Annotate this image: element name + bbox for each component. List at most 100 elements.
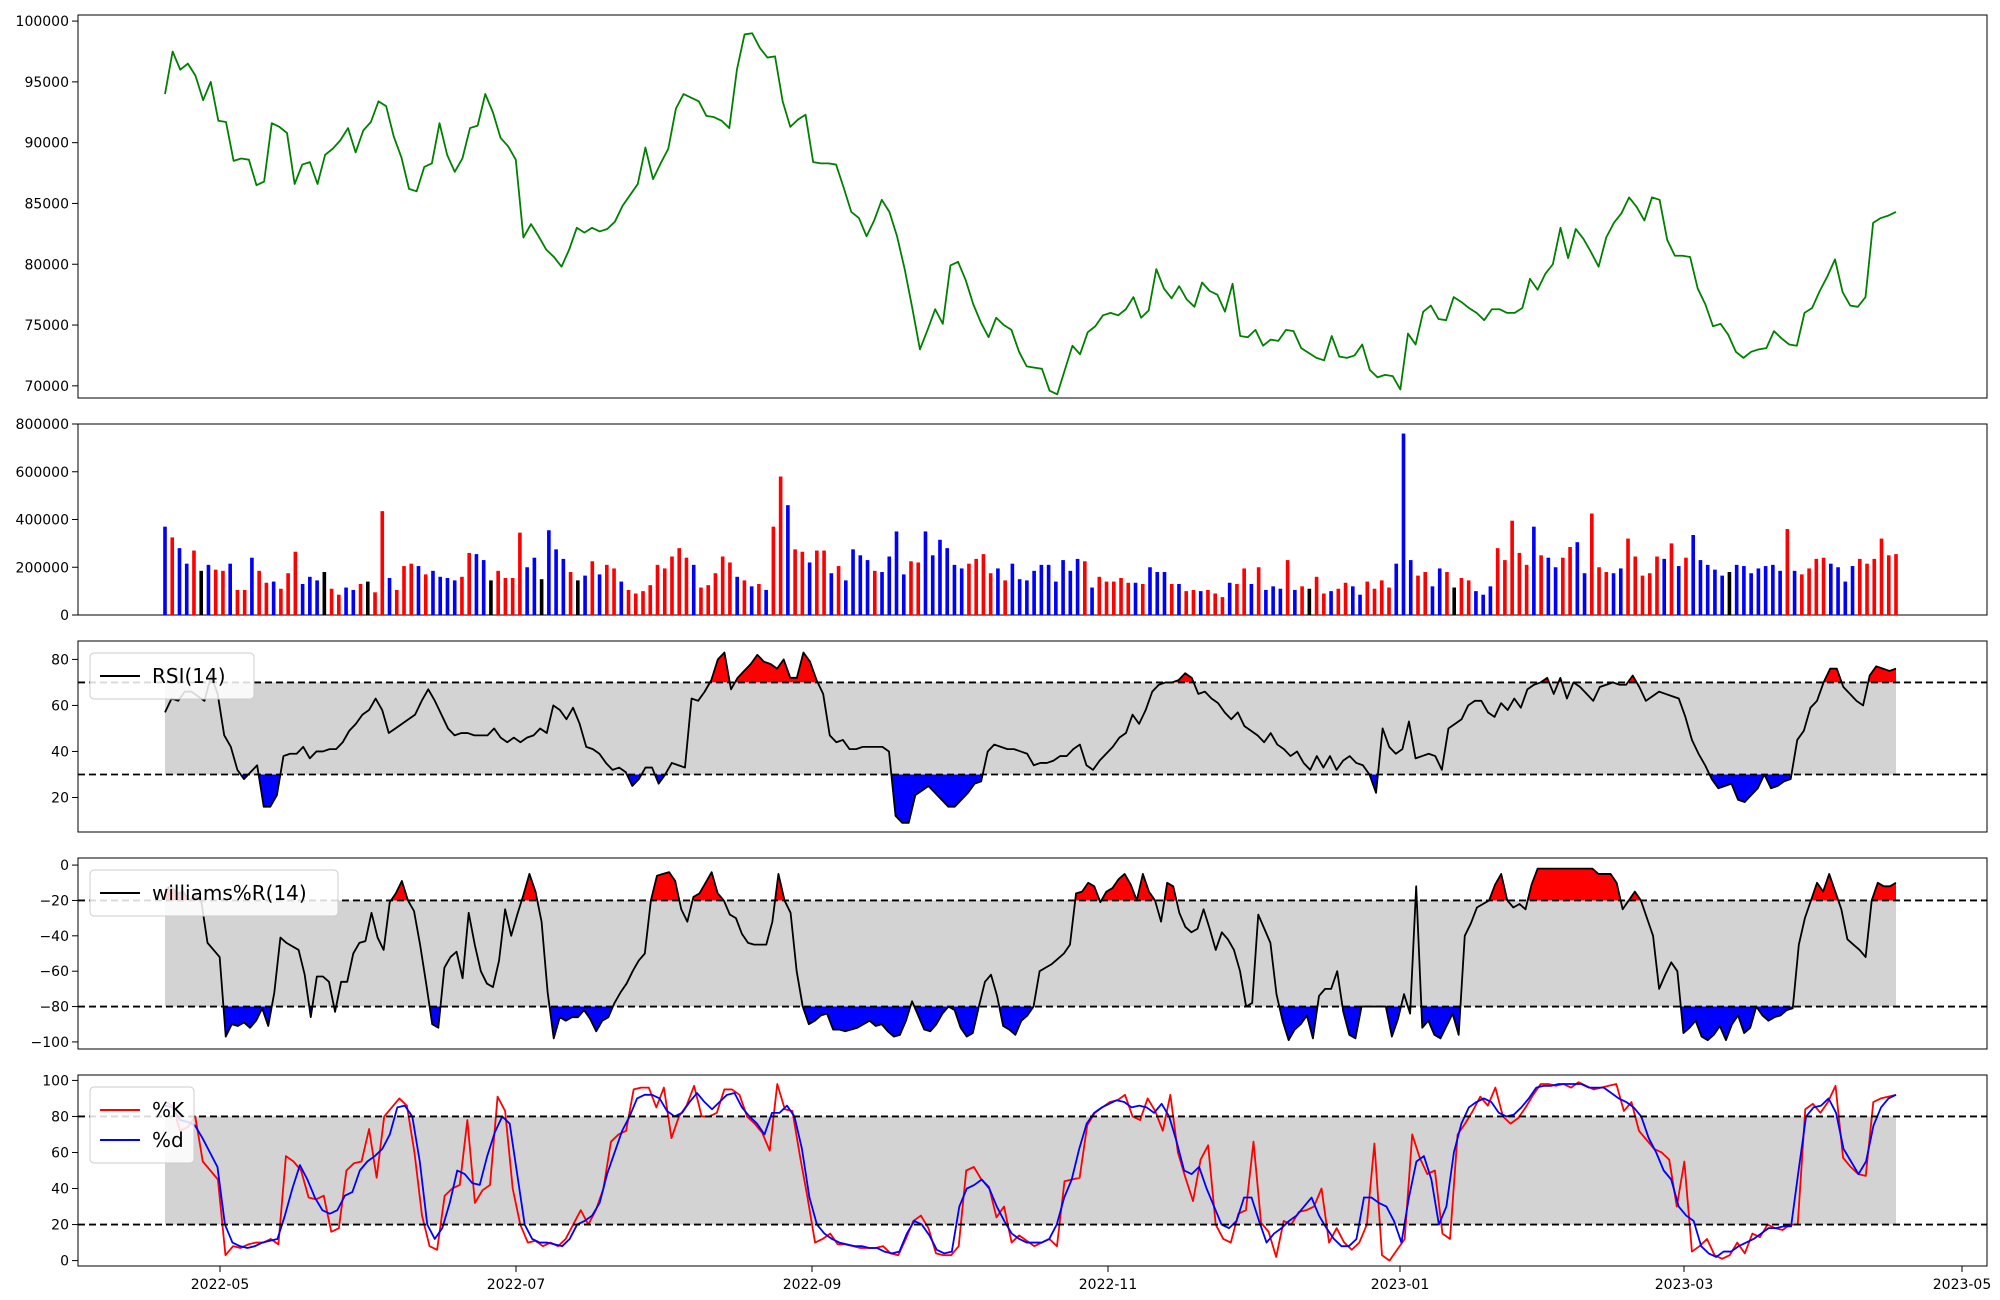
volume-bar [1800,574,1804,615]
volume-bar [568,572,573,615]
y-tick-label: 95000 [24,75,69,91]
volume-bar [467,552,471,615]
y-tick-label: 60 [51,698,69,714]
y-tick-label: −40 [39,929,69,945]
volume-bar [445,577,450,615]
volume-bar [199,570,204,615]
volume-bar [851,549,855,615]
volume-bar [1227,582,1232,615]
volume-bar [923,531,928,615]
x-tick-label: 2023-03 [1655,1277,1714,1293]
volume-bar [1423,572,1428,615]
volume-bar [1075,558,1080,615]
volume-bar [1365,581,1370,615]
volume-bar [822,550,826,615]
williams-r-oversold-fill [549,1006,613,1039]
volume-bar [300,583,305,615]
williams-r-oversold-fill [1385,1006,1401,1037]
y-tick-label: −80 [39,1000,69,1016]
volume-bar [510,577,515,615]
volume-bar [518,532,522,615]
volume-bar [1336,588,1341,615]
volume-bar [1749,573,1753,615]
williams-r-overbought-fill [1628,891,1641,901]
volume-bar [1829,563,1833,615]
volume-bar [1836,567,1840,615]
volume-panel: 0 200000 400000 600000 800000 [16,417,1988,624]
volume-bar [365,581,370,615]
volume-bar [619,581,624,615]
volume-bar [329,588,334,615]
volume-bar [1510,520,1514,615]
volume-bar [1140,583,1145,615]
y-tick-label: 40 [51,1182,69,1198]
volume-bar [1307,588,1312,615]
y-tick-label: −20 [39,893,69,909]
rsi-overbought-fill [1868,666,1896,683]
y-tick-label: 20 [51,1218,69,1234]
volume-bar [1575,542,1580,615]
volume-bar [1416,575,1420,615]
legend-box [89,1086,195,1164]
volume-bar [612,568,616,615]
volume-bar [699,587,703,615]
stochastic-panel: 0 20 40 60 80 100 %K %d [42,1073,1988,1270]
x-tick-label: 2022-05 [191,1277,250,1293]
volume-bar [1372,588,1377,615]
y-tick-label: 100000 [16,14,69,30]
volume-bar [1437,568,1442,615]
volume-bar [206,564,211,615]
volume-bar [1691,535,1696,615]
volume-bar [1597,567,1601,615]
volume-bar [583,575,587,615]
volume-bar [532,557,537,615]
volume-bar [670,556,674,615]
volume-bar [337,594,341,615]
x-tick-label: 2023-01 [1371,1277,1430,1293]
volume-bar [1322,593,1326,615]
volume-bar [1778,570,1782,615]
volume-bar [1756,568,1761,615]
volume-bar [1003,580,1007,615]
price-line [164,32,1897,396]
volume-bar [547,530,551,615]
volume-bar [1720,575,1724,615]
rsi-frame [77,640,1988,833]
volume-bar [1169,583,1174,615]
volume-bar [1104,581,1109,615]
williams-r-overbought-fill [1810,873,1839,901]
volume-bar [706,585,711,615]
volume-bar [192,550,196,615]
x-tick-label: 2023-05 [1933,1277,1992,1293]
williams-r-overbought-fill [521,873,538,901]
volume-bar [1191,589,1196,615]
y-tick-label: 400000 [16,513,69,529]
volume-bar [221,570,225,615]
stochastic-d-line [164,1083,1897,1258]
volume-bar [1198,591,1203,616]
volume-bar [728,562,732,615]
volume-bar [525,567,529,615]
x-tick-label: 2022-11 [1079,1277,1138,1293]
volume-bar [1249,583,1254,615]
volume-bar [416,566,421,615]
volume-bar [800,551,805,615]
volume-bar [1785,529,1790,615]
volume-bar [503,577,508,615]
volume-bar [1886,555,1891,615]
volume-bar [235,589,240,615]
volume-bar [257,570,261,615]
volume-bar [720,556,725,615]
volume-bar [1771,564,1775,615]
volume-bar [930,555,935,615]
legend-label: williams%R(14) [152,881,307,905]
volume-bar [1010,563,1015,615]
volume-bar [286,573,290,615]
rsi-oversold-fill [258,774,281,807]
volume-bar [539,579,544,615]
volume-bar [1503,560,1507,615]
volume-bar [1553,567,1558,615]
volume-bar [764,589,768,615]
volume-bar [662,568,667,615]
volume-bar [1408,560,1413,615]
